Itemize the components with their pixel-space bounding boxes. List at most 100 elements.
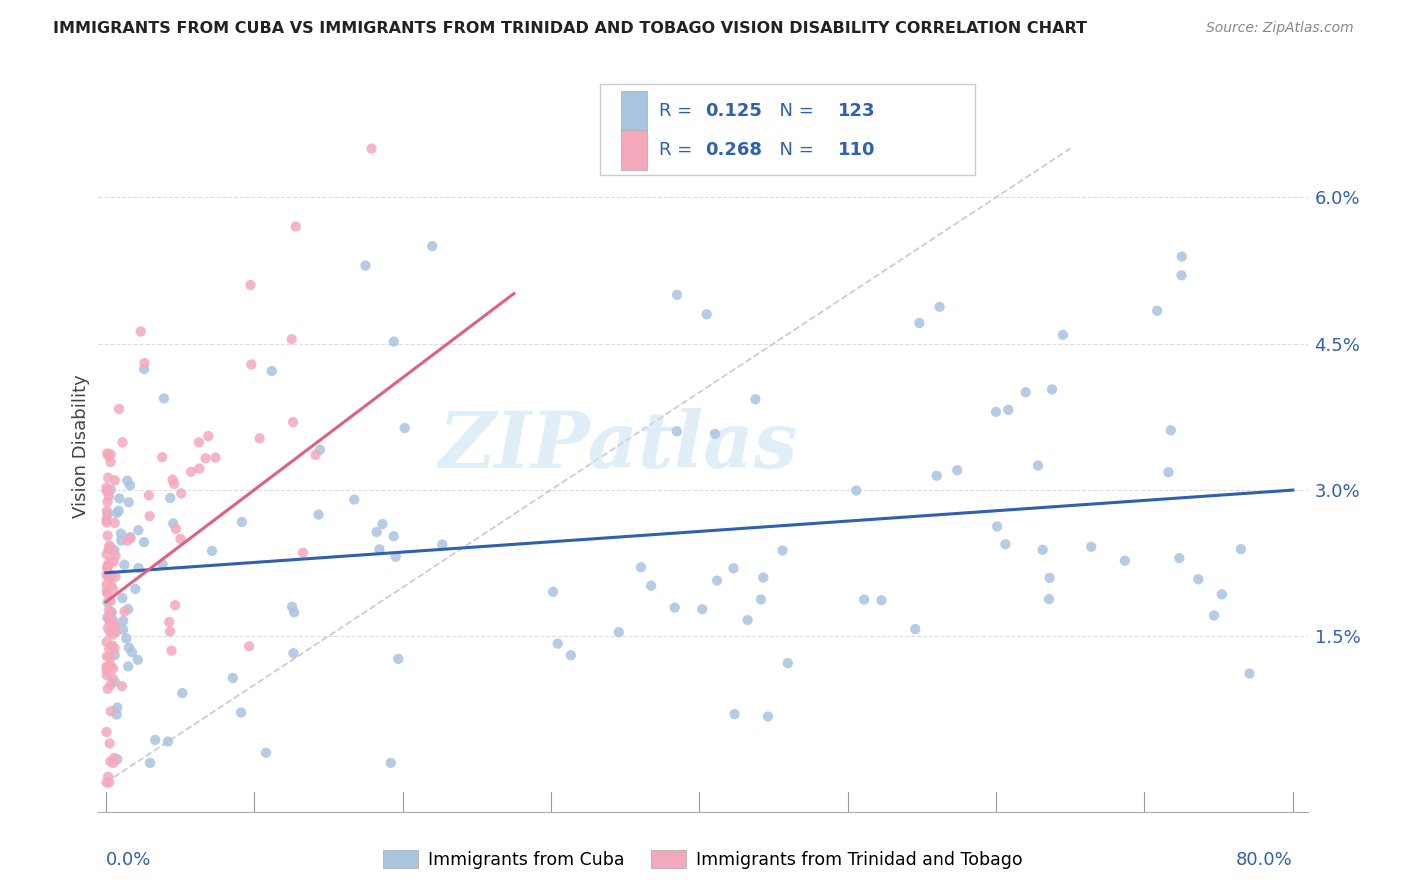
Point — [204, 450, 226, 465]
Point — [159, 624, 181, 639]
Point — [547, 637, 569, 651]
Point — [96, 504, 118, 518]
Point — [98, 611, 121, 625]
Point — [100, 605, 122, 619]
Point — [100, 594, 122, 608]
Point — [101, 661, 124, 675]
Point — [231, 515, 253, 529]
Point — [98, 625, 121, 640]
Point — [997, 402, 1019, 417]
Point — [96, 483, 118, 498]
Point — [188, 461, 211, 475]
Point — [1170, 250, 1192, 264]
FancyBboxPatch shape — [621, 91, 647, 131]
Point — [292, 546, 315, 560]
Point — [132, 535, 155, 549]
Point — [96, 512, 118, 526]
Point — [737, 613, 759, 627]
Point — [170, 486, 193, 500]
Text: R =: R = — [659, 141, 699, 159]
Point — [607, 625, 630, 640]
Point — [194, 451, 217, 466]
Point — [127, 653, 149, 667]
Point — [100, 606, 122, 620]
Point — [1080, 540, 1102, 554]
Point — [1040, 383, 1063, 397]
Point — [1146, 303, 1168, 318]
Point — [159, 491, 181, 505]
Point — [382, 334, 405, 349]
Point — [96, 578, 118, 592]
Point — [368, 542, 391, 557]
Point — [690, 602, 713, 616]
Point — [283, 606, 305, 620]
Point — [117, 474, 139, 488]
Point — [97, 621, 120, 635]
Point — [105, 752, 128, 766]
Point — [150, 450, 173, 465]
Point — [249, 432, 271, 446]
Point — [1026, 458, 1049, 473]
Point — [110, 533, 132, 548]
Point — [96, 775, 118, 789]
Text: 0.125: 0.125 — [706, 103, 762, 120]
Point — [382, 529, 405, 543]
Point — [104, 619, 127, 633]
Point — [97, 603, 120, 617]
Point — [104, 549, 127, 563]
Point — [101, 672, 124, 686]
Point — [723, 707, 745, 722]
Point — [117, 533, 139, 548]
Point — [100, 568, 122, 582]
Point — [143, 733, 166, 747]
Point — [420, 239, 443, 253]
Point — [96, 583, 118, 598]
Point — [108, 491, 131, 506]
Point — [96, 516, 118, 530]
Point — [103, 751, 125, 765]
Point — [169, 532, 191, 546]
Text: 0.268: 0.268 — [706, 141, 762, 159]
Point — [305, 448, 328, 462]
Point — [1239, 666, 1261, 681]
Point — [97, 595, 120, 609]
Point — [138, 488, 160, 502]
Point — [281, 415, 304, 429]
Point — [100, 455, 122, 469]
Point — [1038, 592, 1060, 607]
Point — [100, 704, 122, 718]
Point — [98, 539, 121, 553]
Point — [101, 613, 124, 627]
Point — [105, 700, 128, 714]
Point — [986, 519, 1008, 533]
Point — [1187, 572, 1209, 586]
Point — [127, 523, 149, 537]
Point — [97, 572, 120, 586]
Point — [752, 570, 775, 584]
Point — [100, 447, 122, 461]
Point — [104, 570, 127, 584]
Point — [366, 524, 388, 539]
Point — [925, 468, 948, 483]
Point — [111, 591, 134, 605]
Point — [756, 709, 779, 723]
Point — [744, 392, 766, 407]
Point — [157, 615, 180, 629]
Y-axis label: Vision Disability: Vision Disability — [72, 374, 90, 518]
Point — [98, 567, 121, 582]
Point — [904, 622, 927, 636]
Point — [105, 506, 128, 520]
Point — [98, 556, 121, 570]
Point — [105, 707, 128, 722]
Point — [100, 658, 122, 673]
Point — [172, 686, 194, 700]
Point — [156, 734, 179, 748]
Point — [380, 756, 402, 770]
Point — [104, 474, 127, 488]
Point — [98, 755, 121, 769]
Point — [98, 614, 121, 628]
Point — [1038, 571, 1060, 585]
Point — [96, 635, 118, 649]
Text: N =: N = — [768, 103, 820, 120]
Point — [354, 259, 377, 273]
